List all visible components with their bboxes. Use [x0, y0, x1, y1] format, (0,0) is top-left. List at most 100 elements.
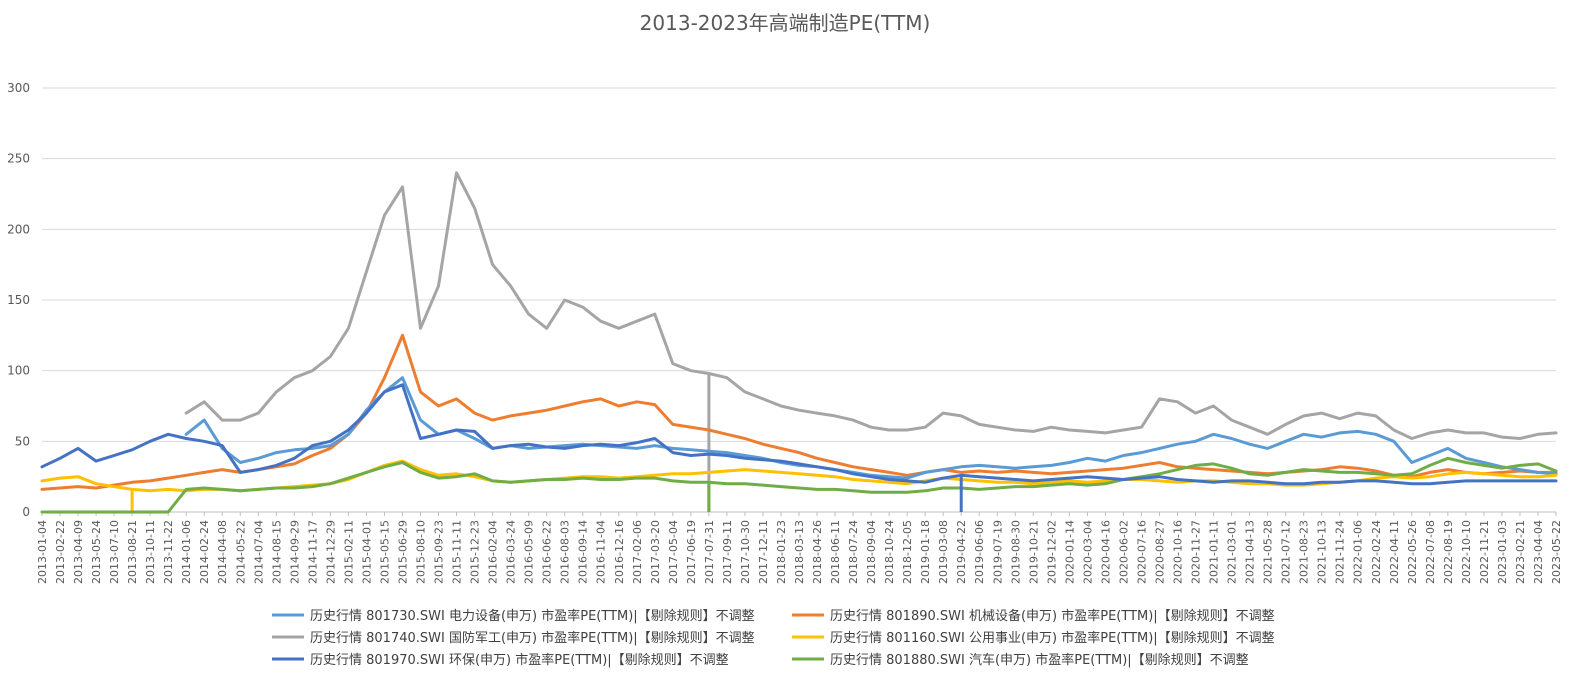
x-tick-label: 2018-04-26 [811, 520, 824, 584]
legend: 历史行情 801730.SWI 电力设备(申万) 市盈率PE(TTM)|【剔除规… [272, 608, 1275, 668]
legend-label: 历史行情 801880.SWI 汽车(申万) 市盈率PE(TTM)|【剔除规则】… [830, 652, 1249, 668]
x-tick-label: 2019-07-19 [991, 520, 1004, 584]
y-tick-label: 300 [7, 81, 30, 95]
x-tick-label: 2016-06-22 [541, 520, 554, 584]
x-tick-label: 2013-08-21 [126, 520, 139, 584]
x-tick-label: 2019-10-21 [1027, 520, 1040, 584]
y-tick-label: 250 [7, 152, 30, 166]
x-tick-label: 2018-07-24 [847, 520, 860, 584]
x-tick-label: 2015-05-15 [378, 520, 391, 584]
gridlines [42, 87, 1556, 513]
x-tick-label: 2018-12-05 [901, 520, 914, 584]
x-tick-label: 2023-04-04 [1532, 520, 1545, 584]
x-tick-label: 2019-01-18 [919, 520, 932, 584]
x-tick-label: 2016-03-24 [505, 520, 518, 584]
x-axis-ticks: 2013-01-04 2013-02-22 2013-04-09 2013-05-24… [36, 512, 1563, 584]
chart-title: 2013-2023年高端制造PE(TTM) [640, 11, 931, 35]
x-tick-label: 2022-02-24 [1370, 520, 1383, 584]
x-tick-label: 2013-05-24 [90, 520, 103, 584]
y-tick-label: 100 [7, 364, 30, 378]
x-tick-label: 2018-06-11 [829, 520, 842, 584]
x-tick-label: 2015-02-11 [342, 520, 355, 584]
legend-item-1: 历史行情 801730.SWI 电力设备(申万) 市盈率PE(TTM)|【剔除规… [272, 608, 755, 624]
x-tick-label: 2015-04-01 [360, 520, 373, 584]
x-tick-label: 2014-08-15 [270, 520, 283, 584]
x-tick-label: 2014-12-29 [324, 520, 337, 584]
x-tick-label: 2015-06-29 [396, 520, 409, 584]
x-tick-label: 2014-04-08 [216, 520, 229, 584]
x-tick-label: 2016-09-14 [577, 520, 590, 584]
x-tick-label: 2020-01-14 [1063, 520, 1076, 584]
x-tick-label: 2017-06-19 [685, 520, 698, 584]
legend-label: 历史行情 801890.SWI 机械设备(申万) 市盈率PE(TTM)|【剔除规… [830, 608, 1275, 624]
y-tick-label: 50 [15, 434, 30, 448]
x-tick-label: 2020-07-16 [1135, 520, 1148, 584]
x-tick-label: 2022-10-10 [1460, 520, 1473, 584]
series-line-5 [40, 383, 1558, 486]
x-tick-label: 2017-12-11 [757, 520, 770, 584]
x-tick-label: 2017-10-30 [739, 520, 752, 584]
x-tick-label: 2016-12-16 [613, 520, 626, 584]
x-tick-label: 2019-12-02 [1045, 520, 1058, 584]
x-tick-label: 2022-01-06 [1352, 520, 1365, 584]
legend-item-6: 历史行情 801880.SWI 汽车(申万) 市盈率PE(TTM)|【剔除规则】… [792, 652, 1249, 668]
x-tick-label: 2014-05-22 [234, 520, 247, 584]
x-tick-label: 2023-02-21 [1514, 520, 1527, 584]
x-tick-label: 2017-02-06 [631, 520, 644, 584]
y-tick-label: 0 [22, 505, 30, 519]
x-tick-label: 2021-08-23 [1298, 520, 1311, 584]
x-tick-label: 2020-06-02 [1117, 520, 1130, 584]
x-tick-label: 2013-10-11 [144, 520, 157, 584]
x-tick-label: 2016-05-09 [523, 520, 536, 584]
x-tick-label: 2013-07-10 [108, 520, 121, 584]
x-tick-label: 2022-05-26 [1406, 520, 1419, 584]
x-tick-label: 2018-03-13 [793, 520, 806, 584]
x-tick-label: 2019-08-30 [1009, 520, 1022, 584]
y-axis-ticks: 0 50 100 150 200 250 300 [7, 81, 30, 519]
x-tick-label: 2013-04-09 [72, 520, 85, 584]
x-tick-label: 2017-07-31 [703, 520, 716, 584]
x-tick-label: 2022-04-11 [1388, 520, 1401, 584]
x-tick-label: 2013-02-22 [54, 520, 67, 584]
x-tick-label: 2019-03-08 [937, 520, 950, 584]
y-tick-label: 150 [7, 293, 30, 307]
x-tick-label: 2019-06-06 [973, 520, 986, 584]
x-tick-label: 2015-12-23 [469, 520, 482, 584]
x-tick-label: 2021-05-28 [1262, 520, 1275, 584]
x-tick-label: 2021-07-12 [1280, 520, 1293, 584]
x-tick-label: 2014-09-29 [288, 520, 301, 584]
x-tick-label: 2021-01-11 [1208, 520, 1221, 584]
x-tick-label: 2014-02-24 [198, 520, 211, 584]
x-tick-label: 2020-04-16 [1099, 520, 1112, 584]
legend-label: 历史行情 801740.SWI 国防军工(申万) 市盈率PE(TTM)|【剔除规… [310, 630, 755, 646]
x-tick-label: 2017-03-20 [649, 520, 662, 584]
x-tick-label: 2020-08-27 [1153, 520, 1166, 584]
x-tick-label: 2022-08-19 [1442, 520, 1455, 584]
x-tick-label: 2022-11-21 [1478, 520, 1491, 584]
x-tick-label: 2017-09-11 [721, 520, 734, 584]
x-tick-label: 2013-11-22 [162, 520, 175, 584]
legend-item-5: 历史行情 801970.SWI 环保(申万) 市盈率PE(TTM)|【剔除规则】… [272, 652, 729, 668]
x-tick-label: 2023-01-03 [1496, 520, 1509, 584]
x-tick-label: 2014-01-06 [180, 520, 193, 584]
x-tick-label: 2020-11-27 [1190, 520, 1203, 584]
x-tick-label: 2022-07-08 [1424, 520, 1437, 584]
x-tick-label: 2018-01-23 [775, 520, 788, 584]
x-tick-label: 2016-11-04 [595, 520, 608, 584]
legend-item-4: 历史行情 801160.SWI 公用事业(申万) 市盈率PE(TTM)|【剔除规… [792, 630, 1275, 646]
legend-label: 历史行情 801160.SWI 公用事业(申万) 市盈率PE(TTM)|【剔除规… [830, 630, 1275, 646]
legend-label: 历史行情 801730.SWI 电力设备(申万) 市盈率PE(TTM)|【剔除规… [310, 608, 755, 624]
x-tick-label: 2015-08-10 [415, 520, 428, 584]
y-tick-label: 200 [7, 222, 30, 236]
x-tick-label: 2015-11-11 [451, 520, 464, 584]
x-tick-label: 2021-11-24 [1334, 520, 1347, 584]
x-tick-label: 2018-10-24 [883, 520, 896, 584]
x-tick-label: 2021-04-13 [1244, 520, 1257, 584]
series-line-6 [40, 456, 1558, 514]
legend-item-3: 历史行情 801740.SWI 国防军工(申万) 市盈率PE(TTM)|【剔除规… [272, 630, 755, 646]
x-tick-label: 2014-07-04 [252, 520, 265, 584]
x-tick-label: 2019-04-22 [955, 520, 968, 584]
x-tick-label: 2013-01-04 [36, 520, 49, 584]
x-tick-label: 2023-05-22 [1550, 520, 1563, 584]
